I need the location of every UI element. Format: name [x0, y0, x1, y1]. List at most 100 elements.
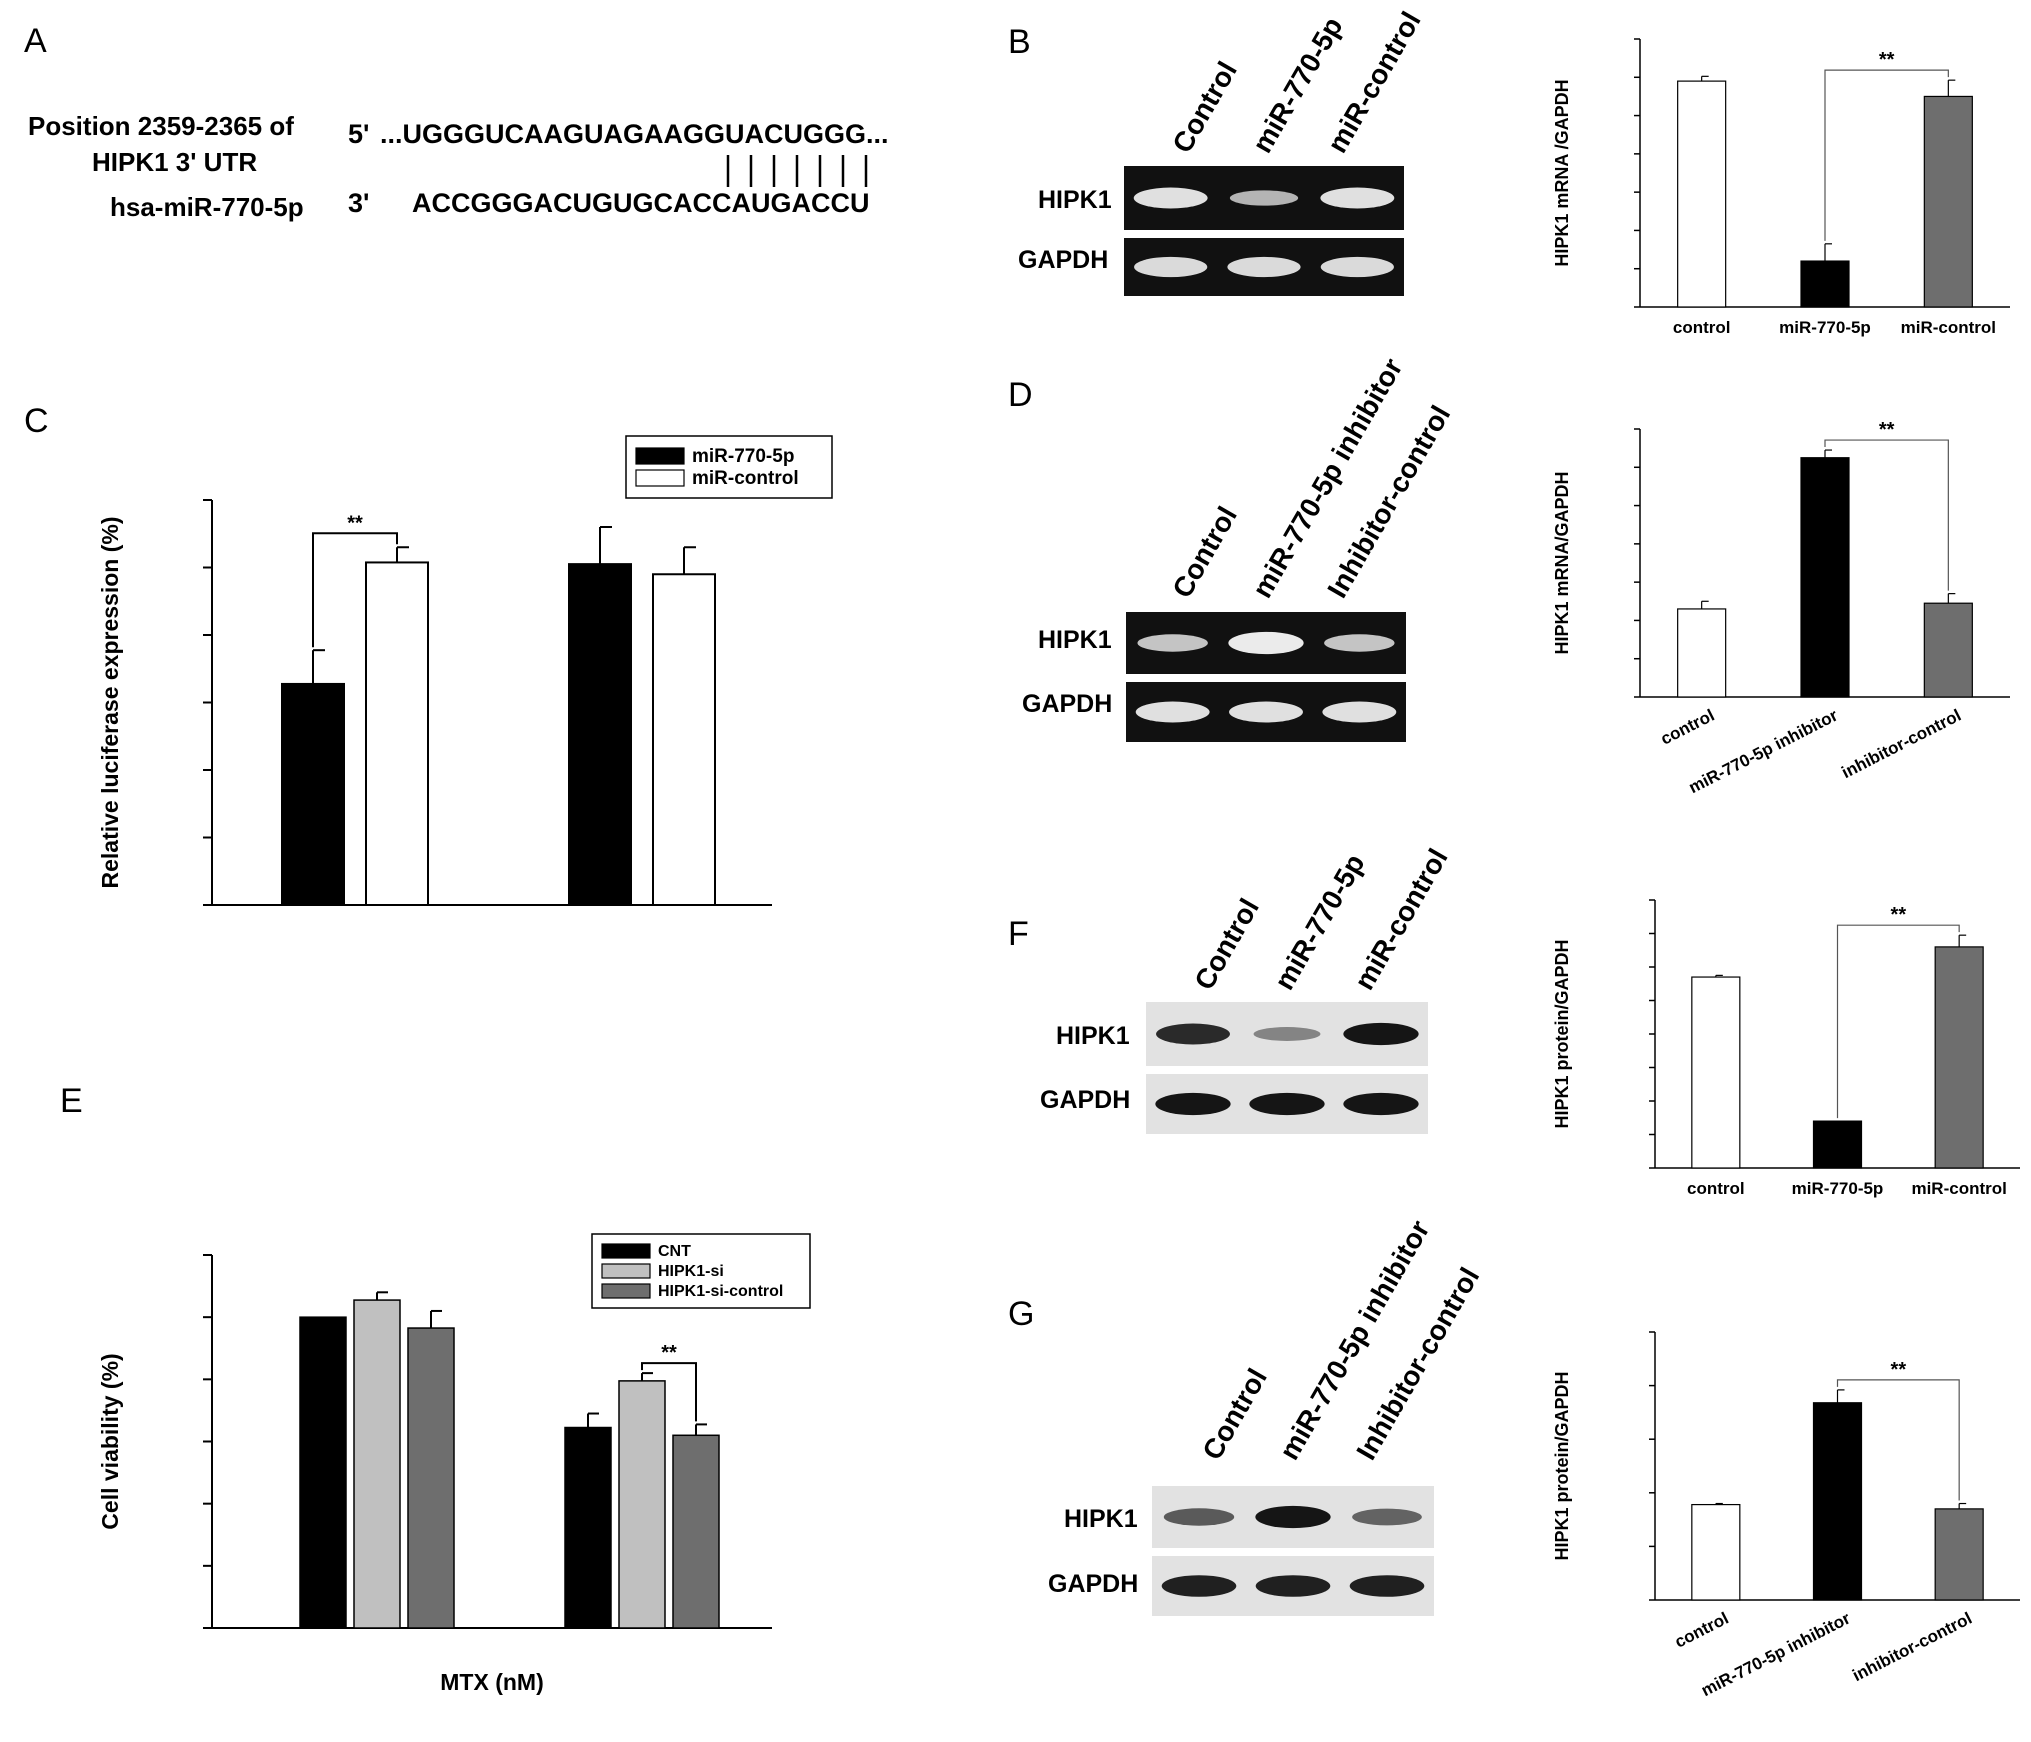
panel-label-d: D: [1008, 376, 1033, 414]
blot-band: [1322, 701, 1397, 723]
position-label-line2: HIPK1 3' UTR: [92, 147, 257, 177]
x-category-label: miR-770-5p: [1792, 1179, 1884, 1198]
chart-f-protein: HIPK1 protein/GAPDH control miR-770-5p miR-…: [1552, 899, 2020, 1198]
blot-band: [1320, 187, 1395, 209]
x-category-label: inhibitor-control: [1849, 1609, 1975, 1686]
significance-marker: **: [1879, 49, 1895, 71]
panel-label-c: C: [24, 402, 49, 440]
blot-band: [1255, 1505, 1331, 1529]
significance-marker: **: [1891, 1359, 1907, 1381]
blot-f-lane-1: Control: [1188, 893, 1265, 995]
significance-bracket: [312, 532, 398, 648]
blot-band: [1324, 634, 1395, 652]
position-label-line1: Position 2359-2365 of: [28, 111, 294, 141]
bar-hipk1-si-control: [672, 1434, 720, 1629]
bar-inhibitor-control: [1923, 602, 1973, 698]
legend-label: CNT: [658, 1243, 691, 1260]
blot-band: [1134, 256, 1208, 278]
significance-marker: **: [661, 1342, 677, 1364]
bar-mir-control: [1923, 95, 1973, 308]
y-axis-label: HIPK1 protein/GAPDH: [1552, 939, 1572, 1128]
x-category-label: control: [1672, 1609, 1732, 1652]
significance-bracket: [1836, 1379, 1960, 1501]
blot-g-row-hipk1: HIPK1: [1064, 1505, 1138, 1533]
significance-bracket: [641, 1362, 697, 1422]
blot-band: [1135, 701, 1210, 723]
x-category-label: miR-control: [1901, 318, 1996, 337]
bar-mir-770-5p-inhibitor: [1800, 457, 1850, 698]
blot-b-lane-1: Control: [1166, 56, 1243, 158]
legend-label: miR-control: [692, 468, 799, 489]
base-pairing-bars: [726, 155, 868, 187]
mirna-sequence: ACCGGGACUGUGCACCAUGACCU: [412, 188, 869, 218]
bar-mir-control: [1934, 946, 1984, 1169]
bar-cnt: [299, 1316, 347, 1629]
bar-inhibitor-control: [1934, 1508, 1984, 1601]
x-category-label: control: [1658, 706, 1718, 749]
blot-band: [1161, 1575, 1237, 1597]
panel-label-g: G: [1008, 1295, 1034, 1333]
x-category-label: control: [1673, 318, 1731, 337]
blot-b-row-hipk1: HIPK1: [1038, 186, 1112, 214]
blot-band: [1349, 1575, 1425, 1597]
significance-marker: **: [1879, 419, 1895, 441]
blot-f-group: F Control miR-770-5p miR-control HIPK1 G…: [1008, 843, 1454, 1134]
legend-swatch: [601, 1283, 651, 1299]
bar-cnt: [564, 1426, 612, 1629]
panel-label-b: B: [1008, 23, 1031, 61]
blot-band: [1133, 187, 1208, 209]
chart-e-viability: Cell viability (%) ** MTX (nM) CNT HIPK1-si H…: [97, 1233, 811, 1695]
bar-control: [1677, 80, 1727, 308]
x-category-label: control: [1687, 1179, 1745, 1198]
y-axis-label: Relative luciferase expression (%): [97, 517, 123, 889]
significance-bracket: [1824, 439, 1949, 591]
blot-band: [1229, 190, 1299, 206]
legend-swatch: [635, 447, 685, 465]
blot-f-row-hipk1: HIPK1: [1056, 1022, 1130, 1050]
blot-d-lane-1: Control: [1166, 501, 1243, 603]
blot-b-row-gapdh: GAPDH: [1018, 246, 1108, 274]
significance-marker: **: [1891, 904, 1907, 926]
bar-control: [1691, 1503, 1741, 1601]
bar-mir-770-5p: [1800, 260, 1850, 308]
x-category-label: miR-control: [1911, 1179, 2006, 1198]
blot-g-lane-1: Control: [1196, 1363, 1273, 1465]
legend-swatch: [635, 469, 685, 487]
blot-band: [1255, 1575, 1331, 1597]
legend-box: [625, 435, 833, 499]
prime5-label: 5': [348, 119, 369, 149]
prime3-label: 3': [348, 188, 369, 218]
bar-mir-770-5p: [281, 682, 345, 906]
significance-bracket: [1836, 924, 1960, 1119]
legend-label: HIPK1-si-control: [658, 1283, 783, 1300]
legend-label: HIPK1-si: [658, 1263, 724, 1280]
significance-bracket: [1824, 69, 1949, 241]
y-axis-label: HIPK1 mRNA /GAPDH: [1552, 79, 1572, 266]
legend-label: miR-770-5p: [692, 446, 794, 467]
blot-band: [1343, 1092, 1419, 1116]
legend-swatch: [601, 1243, 651, 1259]
y-axis-label: HIPK1 mRNA/GAPDH: [1552, 471, 1572, 654]
blot-band: [1229, 701, 1303, 723]
blot-band: [1352, 1508, 1422, 1526]
blot-band: [1155, 1092, 1231, 1116]
x-category-label: miR-770-5p: [1779, 318, 1871, 337]
blot-d-row-gapdh: GAPDH: [1022, 690, 1112, 718]
blot-g-group: G Control miR-770-5p inhibitor Inhibitor…: [1008, 1215, 1485, 1616]
blot-g-row-gapdh: GAPDH: [1048, 1570, 1138, 1598]
legend-swatch: [601, 1263, 651, 1279]
x-category-label: inhibitor-control: [1839, 706, 1965, 783]
bar-mir-770-5p: [1812, 1120, 1863, 1169]
y-axis-label: Cell viability (%): [97, 1353, 123, 1529]
mirna-name-label: hsa-miR-770-5p: [110, 192, 304, 222]
blot-band: [1156, 1023, 1230, 1045]
chart-b-mrna: HIPK1 mRNA /GAPDH control miR-770-5p miR-co…: [1552, 38, 2010, 337]
bar-hipk1-si-control: [407, 1327, 455, 1629]
blot-g-lane-2: miR-770-5p inhibitor: [1273, 1215, 1435, 1465]
blot-band: [1253, 1027, 1321, 1041]
bar-mir-770-5p: [568, 563, 632, 906]
blot-band: [1249, 1092, 1325, 1116]
blot-band: [1137, 634, 1208, 652]
